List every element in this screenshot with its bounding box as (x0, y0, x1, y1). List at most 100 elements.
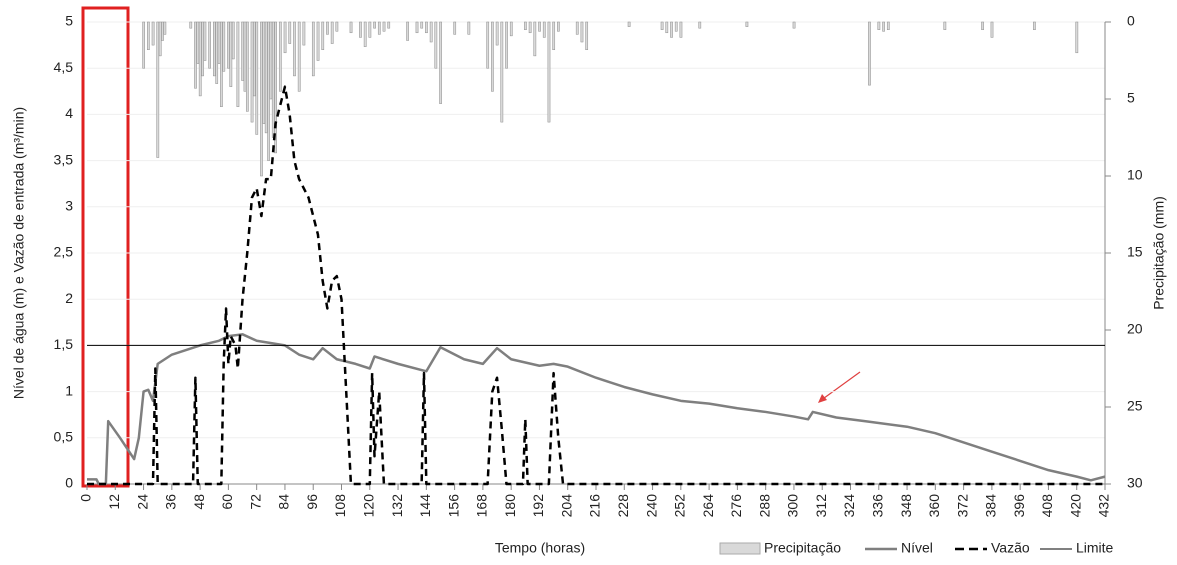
precip-bar (425, 21, 428, 34)
precip-bar (420, 21, 424, 29)
y-tick-label: 0,5 (54, 429, 74, 445)
x-tick-label: 228 (615, 494, 631, 518)
line-2 (87, 85, 1105, 486)
precip-bar (220, 21, 223, 107)
precip-bar (196, 21, 200, 64)
y-tick-label: 2,5 (54, 244, 74, 260)
x-tick-label: 420 (1067, 494, 1083, 518)
x-tick-label: 396 (1011, 494, 1027, 518)
precip-bar (500, 21, 504, 123)
precip-bar (943, 21, 947, 30)
x-tick-label: 360 (926, 494, 942, 518)
precip-bar (269, 21, 273, 100)
precip-bar (387, 21, 391, 29)
x-tick-label: 324 (841, 494, 857, 518)
x-tick-label: 168 (474, 494, 490, 518)
legend-label: Vazão (991, 540, 1030, 556)
precip-bar (505, 21, 508, 69)
precip-bar (585, 21, 589, 50)
x-tick-label: 312 (813, 494, 829, 518)
x-tick-label: 48 (191, 494, 207, 510)
precip-bar (302, 21, 306, 46)
precip-bar (198, 21, 202, 97)
precip-bar (293, 21, 296, 77)
legend-label: Precipitação (764, 540, 841, 556)
precip-bar (288, 21, 292, 44)
precip-bar (698, 21, 702, 29)
precip-bar (429, 21, 433, 43)
y2-axis-title: Precipitação (mm) (1151, 196, 1167, 310)
y-tick-label: 3,5 (54, 151, 74, 167)
precip-bar (981, 21, 984, 30)
y-tick-label: 3 (65, 198, 73, 214)
precip-bar (260, 21, 263, 177)
precip-bar (670, 21, 673, 38)
precip-bar (359, 21, 362, 38)
precip-bar (382, 21, 386, 32)
x-tick-label: 60 (219, 494, 235, 510)
precip-bar (415, 21, 419, 34)
x-tick-label: 336 (869, 494, 885, 518)
x-tick-label: 288 (756, 494, 772, 518)
x-tick-label: 348 (898, 494, 914, 518)
precip-bar (792, 21, 796, 29)
precip-bar (868, 21, 871, 86)
precip-bar (486, 21, 490, 69)
y2-tick-label: 0 (1127, 13, 1135, 29)
precip-bar (215, 21, 219, 84)
precip-bar (222, 21, 226, 72)
precip-bar (1033, 21, 1036, 30)
precip-bar (158, 21, 162, 57)
precip-bar (406, 21, 409, 41)
y2-tick-label: 30 (1127, 475, 1143, 491)
precip-bar (674, 21, 678, 32)
precip-bar (363, 21, 367, 47)
x-tick-label: 300 (785, 494, 801, 518)
precip-bar (250, 21, 254, 123)
precip-bar (297, 21, 301, 92)
x-tick-label: 432 (1096, 494, 1112, 518)
precip-bar (274, 21, 277, 154)
x-tick-label: 36 (163, 494, 179, 510)
precip-bar (208, 21, 211, 69)
precip-bar (491, 21, 494, 92)
precip-bar (886, 21, 890, 30)
y-tick-label: 5 (65, 13, 73, 29)
x-tick-label: 180 (502, 494, 518, 518)
precip-bar (679, 21, 683, 38)
y2-tick-label: 15 (1127, 244, 1143, 260)
legend-swatch (719, 542, 761, 555)
y-tick-label: 4,5 (54, 59, 74, 75)
arrow-head (818, 394, 827, 403)
x-tick-label: 264 (700, 494, 716, 518)
x-tick-label: 132 (389, 494, 405, 518)
x-tick-label: 408 (1039, 494, 1055, 518)
y-tick-label: 1 (65, 382, 73, 398)
precip-bar (373, 21, 376, 29)
precip-bar (245, 21, 249, 112)
y2-tick-label: 10 (1127, 167, 1143, 183)
precip-bar (877, 21, 881, 30)
precip-bar (882, 21, 885, 32)
precip-bar (283, 21, 287, 54)
y2-tick-label: 5 (1127, 90, 1135, 106)
precip-bar (271, 21, 275, 138)
precip-bar (467, 21, 471, 35)
precip-bar (509, 21, 513, 37)
precip-bar (203, 21, 207, 61)
precip-bar (533, 21, 537, 57)
y-tick-label: 1,5 (54, 336, 74, 352)
precip-bar (278, 21, 282, 92)
x-tick-label: 144 (417, 494, 433, 518)
precip-bar (253, 21, 256, 97)
line-1 (87, 333, 1106, 486)
precip-bar (335, 21, 339, 32)
precip-bar (142, 21, 146, 69)
precip-bar (163, 21, 167, 35)
precip-bar (368, 21, 372, 38)
precip-bar (326, 21, 329, 35)
precip-bar (255, 21, 259, 135)
x-tick-label: 192 (530, 494, 546, 518)
precip-bar (243, 21, 247, 92)
highlight-box (81, 6, 130, 488)
